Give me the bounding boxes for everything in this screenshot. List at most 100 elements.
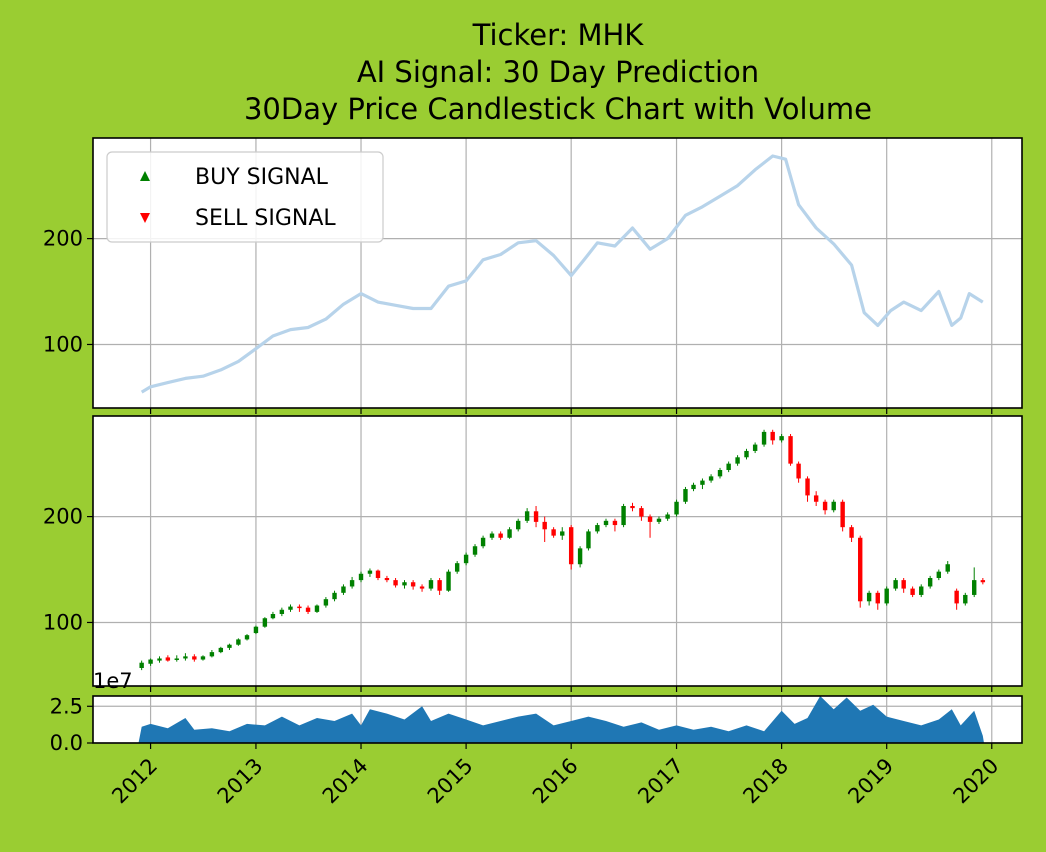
candle-body-93 [954, 590, 959, 604]
candle-body-6 [192, 656, 197, 660]
title-line-1: Ticker: MHK [472, 18, 645, 52]
candle-body-90 [927, 578, 933, 587]
candle-body-95 [972, 580, 977, 595]
candle-body-13 [253, 626, 259, 634]
candle-body-87 [901, 580, 906, 589]
candle-body-37 [463, 554, 469, 564]
candle-body-91 [936, 571, 942, 578]
candle-body-12 [244, 635, 250, 640]
candle-body-63 [691, 484, 696, 490]
candle-body-27 [375, 570, 381, 578]
candle-body-82 [858, 537, 863, 602]
candle-body-55 [621, 506, 626, 526]
candle-body-31 [410, 582, 416, 587]
candle-body-65 [708, 476, 714, 481]
candle-body-44 [524, 511, 530, 521]
candle-body-21 [323, 599, 329, 606]
candle-body-38 [472, 546, 478, 555]
title-line-3: 30Day Price Candlestick Chart with Volum… [244, 92, 872, 126]
volume-panel-area [138, 696, 984, 743]
price-panel-y-ticks: 100 200 [43, 227, 93, 356]
candle-body-50 [577, 548, 583, 565]
candle-body-62 [683, 489, 688, 502]
candle-body-8 [209, 652, 215, 657]
candle-body-48 [560, 531, 565, 536]
candle-body-89 [919, 586, 924, 595]
price-panel-series [140, 154, 984, 394]
candle-panel-frame [92, 415, 1023, 687]
candle-body-94 [963, 594, 968, 604]
candle-panel-candles [139, 429, 986, 671]
volume-panel: 1e7 0.0 2.5 [50, 669, 1023, 755]
price-line-panel: 100 200 BUY SIGNAL SELL SIGNAL [43, 137, 1023, 409]
candle-body-75 [796, 463, 801, 479]
candle-body-9 [218, 647, 224, 653]
candle-body-64 [700, 480, 705, 485]
candle-body-33 [428, 580, 434, 589]
volume-exponent-label: 1e7 [93, 669, 133, 693]
candle-body-69 [744, 450, 749, 458]
price-y-tick-label-0: 100 [43, 332, 83, 356]
legend-box [106, 151, 384, 243]
candle-body-18 [297, 606, 302, 609]
candle-body-23 [341, 586, 346, 593]
candle-body-15 [270, 614, 276, 619]
candle-body-77 [813, 495, 819, 502]
candle-body-5 [183, 656, 188, 659]
candle-body-1 [148, 659, 153, 664]
price-y-tick-label-1: 200 [43, 227, 83, 251]
candle-body-57 [639, 508, 644, 517]
legend-label-sell: SELL SIGNAL [195, 206, 336, 231]
title-line-2: AI Signal: 30 Day Prediction [357, 55, 759, 89]
candle-body-42 [507, 529, 512, 538]
legend-label-buy: BUY SIGNAL [195, 165, 329, 190]
volume-area [138, 696, 984, 743]
price-panel-frame [92, 137, 1023, 409]
candle-body-29 [393, 580, 398, 586]
candle-body-86 [893, 580, 898, 589]
candle-y-tick-label-0: 100 [43, 610, 83, 634]
candle-body-58 [647, 516, 653, 522]
candle-body-74 [788, 436, 793, 464]
candle-body-3 [165, 657, 171, 661]
candle-body-30 [402, 582, 407, 586]
candle-body-20 [314, 605, 320, 612]
candle-body-84 [875, 592, 880, 604]
candle-body-43 [516, 520, 521, 530]
candle-panel-y-ticks: 100 200 [43, 505, 93, 634]
candle-body-54 [612, 520, 618, 526]
candlestick-panel: 100 200 [43, 415, 1023, 687]
legend: BUY SIGNAL SELL SIGNAL [106, 151, 384, 243]
candle-body-10 [227, 644, 232, 648]
candle-body-19 [305, 607, 311, 612]
candle-body-47 [551, 529, 556, 536]
candle-body-83 [866, 592, 872, 602]
candle-body-80 [840, 501, 845, 528]
candle-body-45 [533, 511, 539, 522]
candle-body-67 [726, 463, 731, 470]
candle-body-26 [367, 570, 373, 574]
volume-y-tick-label-0: 0.0 [50, 731, 83, 755]
candle-body-16 [279, 609, 285, 614]
candle-body-88 [910, 588, 915, 595]
candle-body-56 [630, 506, 635, 509]
candle-y-tick-label-1: 200 [43, 505, 83, 529]
candle-body-71 [761, 431, 767, 445]
buy-signal-marker-icon [140, 171, 150, 181]
candle-body-28 [384, 578, 390, 581]
candle-body-72 [770, 431, 775, 441]
candle-body-53 [603, 520, 609, 526]
sell-signal-marker-icon [140, 213, 150, 223]
volume-panel-frame [92, 695, 1023, 744]
candle-body-79 [831, 501, 836, 511]
candle-body-11 [236, 639, 241, 645]
candle-body-52 [595, 525, 600, 532]
candle-body-32 [419, 586, 425, 589]
candle-body-14 [262, 618, 268, 627]
candle-body-4 [174, 658, 179, 660]
candle-body-17 [288, 606, 293, 610]
candle-body-22 [332, 592, 337, 600]
candle-body-0 [139, 662, 144, 668]
candle-body-35 [446, 571, 451, 591]
